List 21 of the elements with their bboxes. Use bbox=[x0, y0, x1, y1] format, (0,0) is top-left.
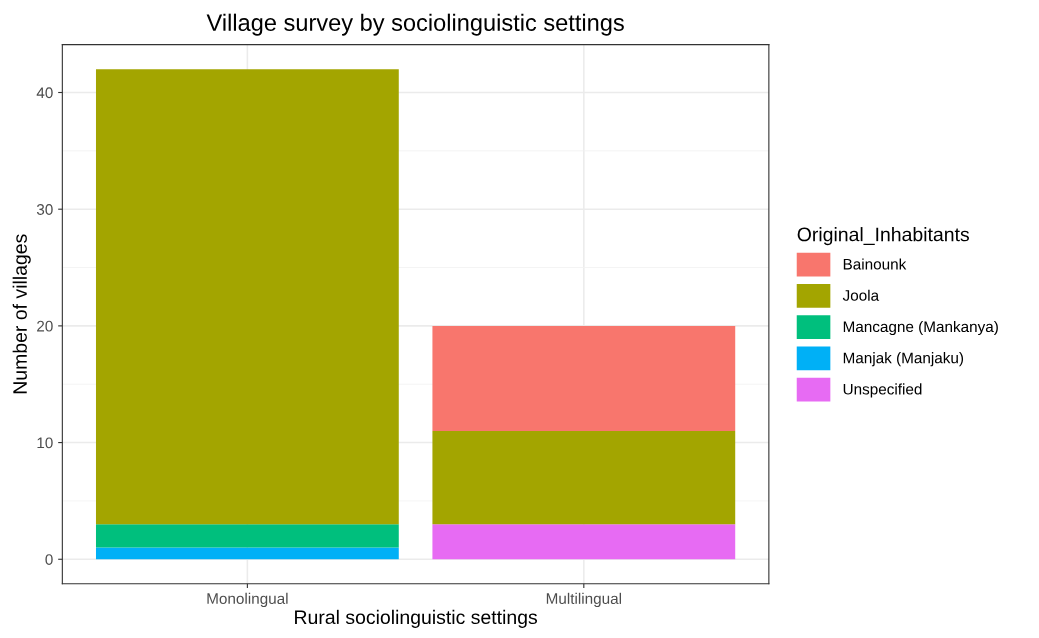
x-tick-label: Monolingual bbox=[207, 592, 288, 608]
y-tick-label: 10 bbox=[37, 437, 53, 449]
bar bbox=[95, 524, 399, 548]
x-axis-title: Rural sociolinguistic settings bbox=[295, 609, 538, 628]
bar bbox=[432, 430, 736, 525]
legend-label: Unspecified bbox=[843, 383, 922, 398]
y-tick-label: 0 bbox=[45, 554, 53, 565]
x-tick-label: Multilingual bbox=[546, 592, 622, 608]
bar bbox=[432, 325, 736, 431]
bar bbox=[95, 547, 399, 560]
legend-label: Joola bbox=[842, 289, 880, 301]
y-tick-label: 20 bbox=[37, 320, 53, 332]
chart-title: Village survey by sociolinguistic settings bbox=[206, 13, 624, 36]
legend-label: Bainounk bbox=[843, 258, 907, 270]
bar bbox=[432, 524, 736, 560]
legend-label: Mancagne (Mankanya) bbox=[843, 320, 998, 336]
y-tick-label: 30 bbox=[36, 204, 53, 215]
y-axis-title: Number of villages bbox=[12, 234, 31, 394]
legend-label: Manjak (Manjaku) bbox=[843, 352, 964, 367]
legend-title: Original_Inhabitants bbox=[797, 227, 969, 246]
y-tick-label: 40 bbox=[36, 87, 53, 99]
